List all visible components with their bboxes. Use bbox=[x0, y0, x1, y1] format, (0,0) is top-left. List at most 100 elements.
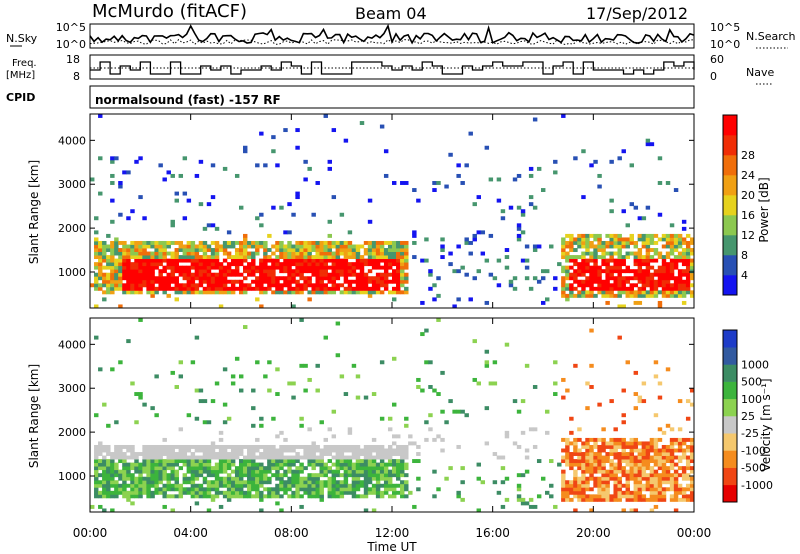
velocity-cell bbox=[251, 487, 256, 492]
velocity-cell bbox=[267, 452, 272, 456]
power-cell bbox=[319, 279, 324, 284]
power-cell bbox=[633, 293, 639, 298]
power-cell bbox=[637, 262, 643, 267]
power-cell bbox=[323, 290, 328, 295]
power-cell bbox=[279, 244, 284, 249]
velocity-cell bbox=[561, 455, 566, 460]
x-tick-label: 00:00 bbox=[73, 526, 108, 540]
power-cell bbox=[210, 290, 216, 295]
power-cell bbox=[198, 262, 204, 267]
power-cell bbox=[98, 114, 103, 118]
power-cell bbox=[649, 283, 655, 288]
velocity-cell bbox=[351, 476, 357, 481]
power-cell bbox=[226, 272, 232, 277]
velocity-cell bbox=[621, 420, 626, 425]
velocity-cell bbox=[186, 480, 192, 485]
velocity-cell bbox=[259, 508, 264, 513]
velocity-cell bbox=[347, 459, 353, 464]
power-cell bbox=[681, 286, 687, 291]
power-cell bbox=[154, 290, 159, 295]
velocity-cell bbox=[315, 483, 320, 488]
power-cell bbox=[283, 265, 288, 270]
velocity-cell bbox=[412, 441, 417, 446]
power-cell bbox=[110, 251, 115, 256]
power-cell bbox=[335, 265, 341, 270]
power-cell bbox=[94, 240, 99, 245]
velocity-cell bbox=[565, 388, 570, 393]
velocity-cell bbox=[665, 473, 671, 478]
velocity-cell bbox=[500, 504, 506, 509]
power-cell bbox=[214, 290, 220, 295]
velocity-cell bbox=[335, 448, 341, 453]
power-cell bbox=[327, 265, 332, 270]
power-cell bbox=[319, 248, 324, 252]
velocity-cell bbox=[251, 455, 256, 460]
power-cell bbox=[190, 262, 196, 267]
velocity-cell bbox=[400, 473, 405, 478]
velocity-cell bbox=[371, 459, 377, 464]
power-cell bbox=[677, 269, 683, 274]
velocity-cell bbox=[214, 480, 220, 485]
power-cell bbox=[287, 255, 292, 260]
power-cell bbox=[234, 173, 240, 178]
velocity-cell bbox=[174, 473, 179, 478]
power-cell bbox=[371, 290, 377, 295]
velocity-cell bbox=[311, 448, 316, 453]
power-cell bbox=[573, 248, 578, 252]
velocity-cell bbox=[585, 466, 590, 471]
velocity-cell bbox=[460, 466, 465, 471]
power-cell bbox=[263, 272, 268, 277]
power-cell bbox=[601, 269, 606, 274]
velocity-cell bbox=[275, 490, 280, 495]
power-cell bbox=[202, 226, 208, 231]
velocity-cell bbox=[222, 444, 228, 449]
velocity-cell bbox=[416, 459, 421, 464]
power-cell bbox=[267, 265, 272, 270]
velocity-cell bbox=[577, 437, 582, 442]
velocity-cell bbox=[392, 483, 397, 488]
power-cell bbox=[106, 286, 111, 291]
velocity-cell bbox=[649, 497, 655, 502]
velocity-cell bbox=[669, 427, 675, 432]
velocity-cell bbox=[589, 508, 594, 513]
colorbar-tick-label: 1000 bbox=[741, 358, 769, 371]
power-cell bbox=[347, 265, 353, 270]
power-cell bbox=[162, 244, 167, 249]
power-cell bbox=[577, 279, 582, 284]
power-cell bbox=[573, 156, 578, 161]
velocity-cell bbox=[98, 367, 103, 372]
power-cell bbox=[327, 248, 332, 252]
colorbar-tick-label: 12 bbox=[741, 229, 755, 242]
velocity-cell bbox=[617, 497, 622, 502]
power-cell bbox=[255, 244, 260, 249]
power-cell bbox=[617, 233, 622, 238]
power-cell bbox=[327, 240, 332, 245]
power-cell bbox=[251, 244, 256, 249]
power-cell bbox=[170, 272, 175, 277]
power-cell bbox=[363, 283, 369, 288]
velocity-cell bbox=[661, 487, 667, 492]
power-cell bbox=[138, 255, 143, 260]
power-cell bbox=[323, 265, 328, 270]
velocity-cell bbox=[238, 444, 244, 449]
power-cell bbox=[621, 262, 626, 267]
power-cell bbox=[371, 262, 377, 267]
velocity-cell bbox=[359, 466, 365, 471]
power-cell bbox=[182, 248, 188, 252]
velocity-cell bbox=[251, 494, 256, 499]
power-cell bbox=[649, 233, 655, 238]
power-cell bbox=[569, 265, 574, 270]
velocity-cell bbox=[198, 494, 204, 499]
power-cell bbox=[577, 265, 582, 270]
power-cell bbox=[102, 297, 107, 302]
velocity-cell bbox=[363, 494, 369, 499]
power-cell bbox=[609, 265, 614, 270]
velocity-cell bbox=[565, 437, 570, 442]
power-cell bbox=[186, 251, 192, 256]
velocity-cell bbox=[553, 504, 558, 509]
power-cell bbox=[174, 258, 179, 263]
colorbar-swatch bbox=[723, 347, 737, 365]
power-cell bbox=[637, 233, 643, 238]
velocity-cell bbox=[492, 360, 498, 365]
